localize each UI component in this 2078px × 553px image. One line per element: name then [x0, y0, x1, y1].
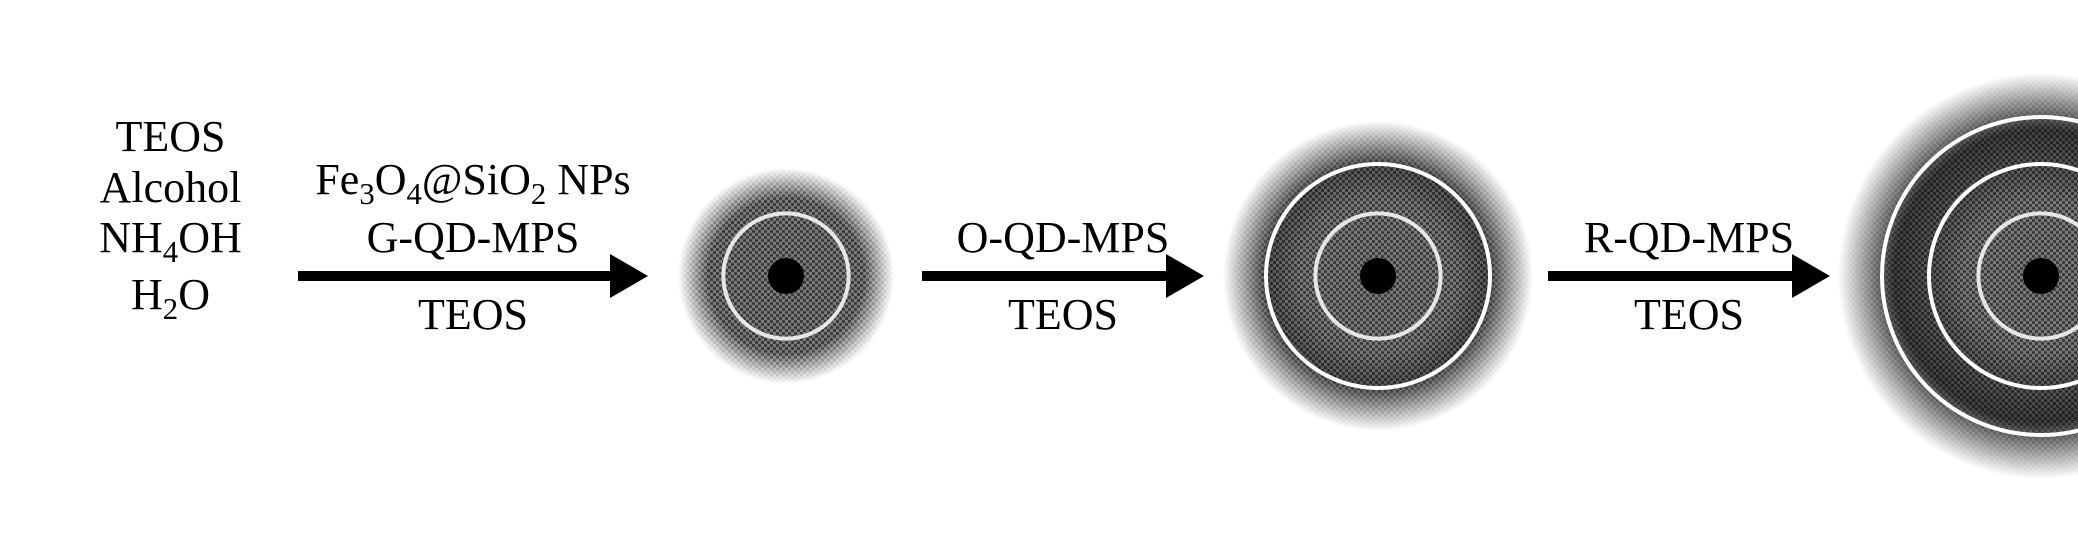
- arrow-1-label-below: TEOS: [298, 289, 648, 340]
- particle-1-core: [768, 258, 804, 294]
- arrow-3-label-below: TEOS: [1548, 289, 1830, 340]
- particle-2-core: [1360, 258, 1396, 294]
- particle-3: [1828, 63, 2078, 489]
- arrow-3-shaft: [1548, 271, 1792, 281]
- arrow-2-label-above: O-QD-MPS: [922, 212, 1204, 263]
- arrow-3-label-above: R-QD-MPS: [1548, 212, 1830, 263]
- arrow-2-label-below: TEOS: [922, 289, 1204, 340]
- reagents-left: TEOSAlcoholNH4OHH2O: [58, 112, 283, 328]
- arrow-2-shaft: [922, 271, 1166, 281]
- particle-1: [668, 158, 904, 394]
- arrow-1-shaft: [298, 271, 610, 281]
- synthesis-scheme: TEOSAlcoholNH4OHH2OFe3O4@SiO2 NPsG-QD-MP…: [0, 0, 2078, 553]
- particle-2: [1213, 111, 1543, 441]
- arrow-1-label-above: Fe3O4@SiO2 NPsG-QD-MPS: [298, 154, 648, 263]
- particle-3-core: [2023, 258, 2059, 294]
